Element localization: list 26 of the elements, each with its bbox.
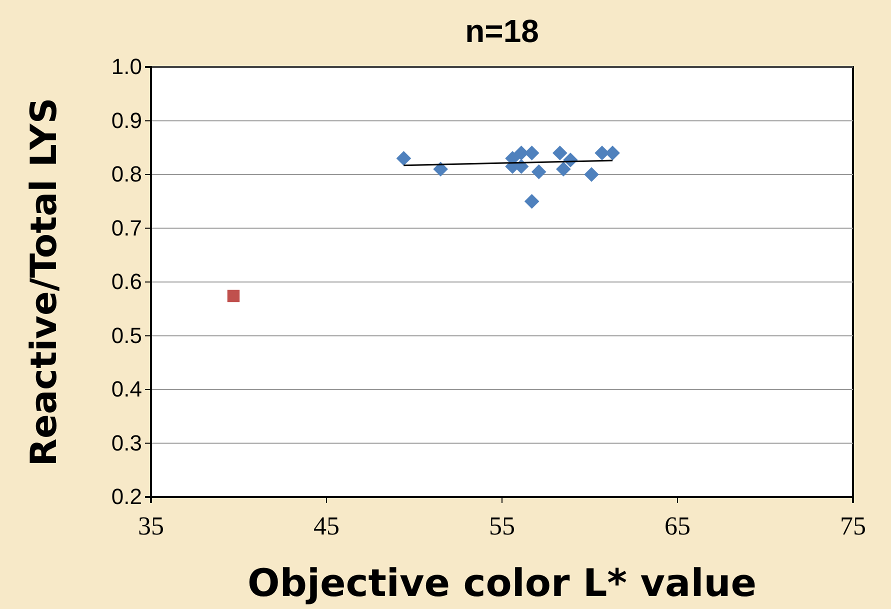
y-tick-label: 0.4 <box>111 376 142 402</box>
x-tick-label: 65 <box>664 512 690 541</box>
y-tick-label: 0.2 <box>111 484 142 510</box>
point <box>227 290 240 302</box>
x-axis-title: Objective color L* value <box>247 561 757 605</box>
point <box>605 146 620 160</box>
x-tick-label: 35 <box>138 512 164 541</box>
y-axis-title: Reactive/Total LYS <box>24 98 65 466</box>
point <box>396 150 412 166</box>
point <box>552 146 568 160</box>
x-tick-label: 55 <box>489 512 515 541</box>
x-tick-label: 75 <box>840 512 866 541</box>
y-tick-label: 0.5 <box>111 322 142 348</box>
point <box>584 167 599 182</box>
x-tick-label: 45 <box>314 512 340 541</box>
y-tick-label: 0.8 <box>111 162 142 187</box>
y-tick-label: 0.7 <box>111 215 142 240</box>
chart-title: n=18 <box>465 13 539 49</box>
point <box>531 164 546 180</box>
y-tick-label: 1.0 <box>111 54 142 80</box>
y-tick-label: 0.3 <box>111 430 142 456</box>
point <box>433 162 448 177</box>
point <box>524 194 540 209</box>
y-tick-label: 0.9 <box>111 108 142 133</box>
y-tick-label: 0.6 <box>111 269 142 294</box>
point <box>556 162 571 177</box>
